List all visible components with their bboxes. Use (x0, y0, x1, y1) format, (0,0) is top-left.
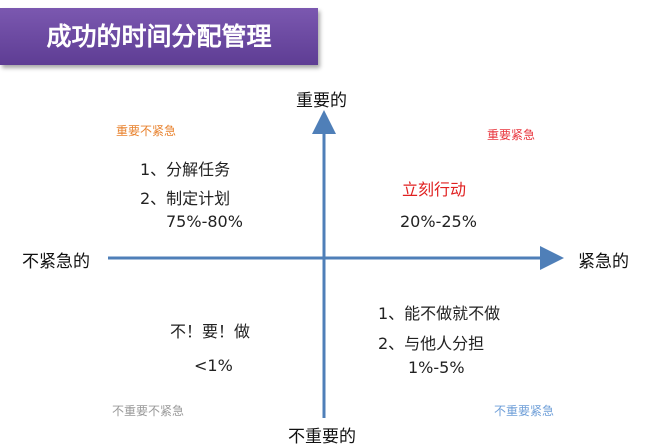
quadrant-label-important-not-urgent: 重要不紧急 (116, 124, 177, 138)
page-title: 成功的时间分配管理 (0, 8, 318, 65)
quadrant-label-not-important-not-urgent: 不重要不紧急 (112, 404, 185, 418)
axis-label-top: 重要的 (296, 91, 347, 111)
list-item: 1、分解任务 (140, 160, 231, 179)
percent-text: 20%-25% (400, 212, 477, 231)
percent-text: 1%-5% (408, 358, 465, 377)
axis-label-left: 不紧急的 (22, 252, 90, 272)
quadrant-label-important-urgent: 重要紧急 (487, 128, 536, 142)
list-item: 1、能不做就不做 (378, 304, 501, 323)
percent-text: 75%-80% (166, 212, 243, 231)
percent-text: <1% (194, 356, 233, 375)
action-text: 立刻行动 (402, 180, 467, 199)
quadrant-label-not-important-urgent: 不重要紧急 (494, 404, 555, 418)
axis-label-bottom: 不重要的 (288, 427, 356, 447)
axis-label-right: 紧急的 (578, 252, 629, 272)
list-item: 2、与他人分担 (378, 334, 485, 353)
list-item: 2、制定计划 (140, 189, 231, 208)
action-text: 不！要！做 (170, 322, 251, 341)
